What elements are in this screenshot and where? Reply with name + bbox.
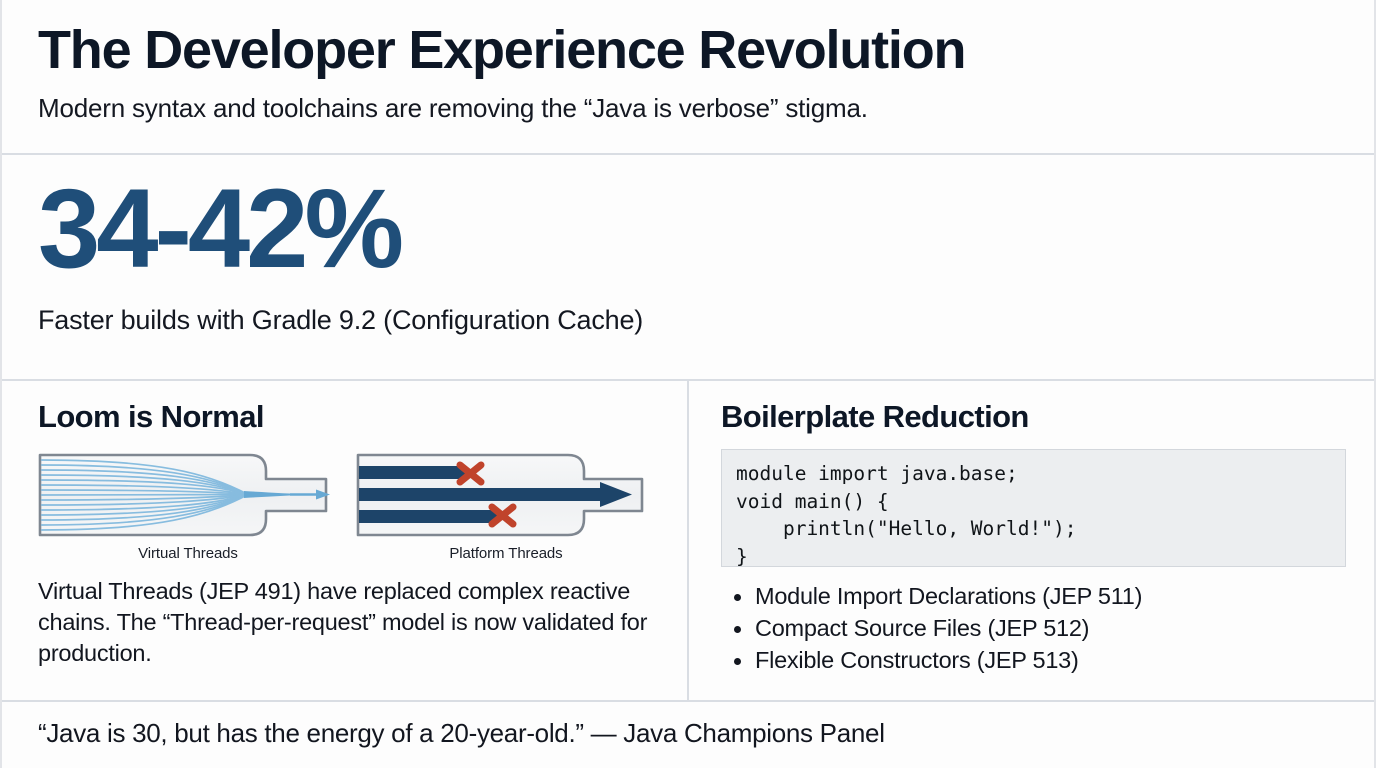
code-line: void main() { <box>736 489 889 513</box>
list-item: Flexible Constructors (JEP 513) <box>734 645 1346 677</box>
list-item: Compact Source Files (JEP 512) <box>734 613 1346 645</box>
header-section: The Developer Experience Revolution Mode… <box>2 0 1374 155</box>
code-line: module import java.base; <box>736 462 1018 485</box>
stat-value: 34-42% <box>38 166 404 291</box>
virtual-threads-caption: Virtual Threads <box>138 545 238 562</box>
code-sample-block: module import java.base; void main() { p… <box>721 449 1346 567</box>
footer-section: “Java is 30, but has the energy of a 20-… <box>2 702 1374 768</box>
column-boilerplate-heading: Boilerplate Reduction <box>721 399 1029 434</box>
platform-threads-diagram: Platform Threads <box>356 449 656 562</box>
headline-stat-section: 34-42% Faster builds with Gradle 9.2 (Co… <box>2 155 1374 381</box>
code-line: println("Hello, World!"); <box>736 517 1077 541</box>
column-boilerplate: Boilerplate Reduction module import java… <box>689 381 1374 700</box>
list-item: Module Import Declarations (JEP 511) <box>734 581 1346 613</box>
two-column-section: Loom is Normal <box>2 381 1374 702</box>
footer-quote: “Java is 30, but has the energy of a 20-… <box>38 718 885 748</box>
page-subtitle: Modern syntax and toolchains are removin… <box>38 92 868 123</box>
stat-caption: Faster builds with Gradle 9.2 (Configura… <box>38 305 644 335</box>
column-loom-heading: Loom is Normal <box>38 399 264 434</box>
platform-threads-blocked-icon <box>356 453 644 537</box>
platform-threads-caption: Platform Threads <box>449 545 563 562</box>
column-loom-body: Virtual Threads (JEP 491) have replaced … <box>38 578 648 667</box>
virtual-threads-diagram: Virtual Threads <box>38 449 338 562</box>
page-title: The Developer Experience Revolution <box>38 20 966 80</box>
virtual-threads-funnel-icon <box>38 453 330 537</box>
code-line: } <box>736 545 748 567</box>
jep-feature-list: Module Import Declarations (JEP 511) Com… <box>721 581 1346 677</box>
column-loom: Loom is Normal <box>2 381 689 700</box>
thread-diagrams: Virtual Threads <box>38 449 657 562</box>
